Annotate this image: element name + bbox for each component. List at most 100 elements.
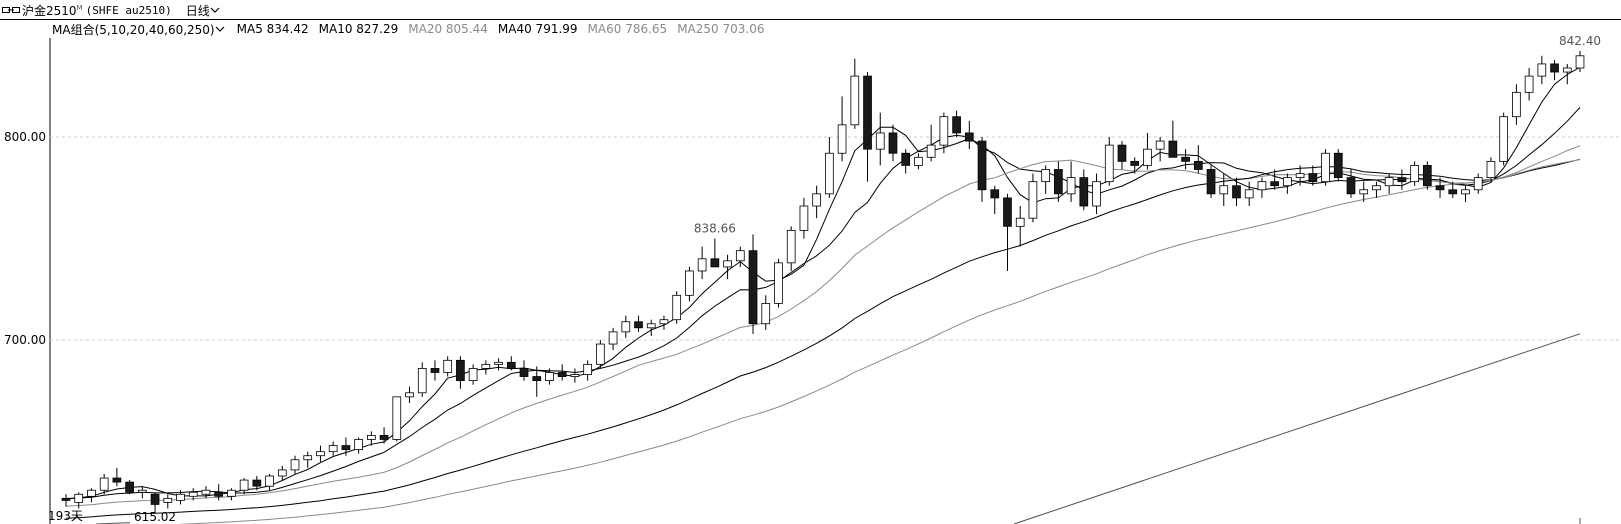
candle[interactable] — [1168, 140, 1178, 158]
candle[interactable] — [1512, 91, 1521, 118]
candle[interactable] — [74, 493, 84, 503]
candle[interactable] — [621, 321, 631, 333]
candle[interactable] — [1232, 185, 1241, 199]
candle[interactable] — [1155, 140, 1165, 150]
candle[interactable] — [456, 359, 465, 381]
candle[interactable] — [379, 435, 389, 440]
period-dropdown[interactable]: 日线 — [186, 2, 220, 19]
candle[interactable] — [545, 372, 554, 382]
candle[interactable] — [825, 152, 834, 195]
candle[interactable] — [1079, 177, 1089, 207]
candle[interactable] — [163, 497, 173, 503]
candle[interactable] — [1308, 173, 1318, 183]
candle[interactable] — [1143, 148, 1152, 166]
candle[interactable] — [112, 477, 122, 483]
candle[interactable] — [608, 331, 618, 345]
candle[interactable] — [774, 262, 783, 304]
candle[interactable] — [214, 491, 224, 497]
candle[interactable] — [812, 193, 821, 207]
symbol-name[interactable]: 沪金2510M — [22, 3, 83, 18]
candle[interactable] — [875, 132, 885, 150]
candle[interactable] — [748, 250, 758, 325]
candle[interactable] — [659, 319, 669, 325]
candle[interactable] — [430, 368, 440, 373]
candle[interactable] — [1066, 177, 1076, 195]
candle[interactable] — [990, 189, 1000, 199]
candle[interactable] — [1473, 177, 1483, 191]
candle[interactable] — [1346, 177, 1356, 195]
candle[interactable] — [901, 152, 911, 166]
candle[interactable] — [646, 323, 656, 329]
candle[interactable] — [1257, 181, 1267, 191]
candle[interactable] — [227, 489, 236, 497]
candle[interactable] — [1359, 189, 1369, 195]
candle[interactable] — [952, 116, 961, 134]
candle[interactable] — [1117, 144, 1127, 162]
candle[interactable] — [1092, 181, 1101, 207]
candle[interactable] — [583, 363, 592, 375]
candle[interactable] — [672, 294, 682, 321]
candle[interactable] — [1104, 144, 1114, 183]
candle[interactable] — [1397, 177, 1407, 183]
candle[interactable] — [1283, 177, 1292, 187]
candle[interactable] — [761, 303, 771, 325]
candle[interactable] — [137, 489, 147, 493]
candle[interactable] — [1448, 189, 1458, 195]
candle[interactable] — [1524, 75, 1534, 93]
candle[interactable] — [316, 451, 325, 457]
candle[interactable] — [328, 445, 338, 453]
candle[interactable] — [1422, 165, 1432, 187]
candle[interactable] — [1499, 116, 1509, 162]
candle[interactable] — [1321, 152, 1330, 183]
chain-link-icon[interactable] — [2, 5, 20, 15]
candle[interactable] — [1206, 169, 1216, 195]
candle[interactable] — [1130, 160, 1140, 166]
candle[interactable] — [799, 205, 809, 231]
candle[interactable] — [1537, 63, 1547, 77]
candle[interactable] — [723, 260, 732, 268]
candle[interactable] — [1181, 156, 1190, 162]
candle[interactable] — [1054, 169, 1063, 195]
candle[interactable] — [125, 481, 134, 493]
candle[interactable] — [685, 270, 694, 296]
candle[interactable] — [277, 469, 287, 477]
candle[interactable] — [888, 132, 898, 154]
candle[interactable] — [1575, 55, 1585, 69]
candle[interactable] — [1333, 152, 1343, 179]
candle[interactable] — [481, 363, 491, 369]
candle[interactable] — [265, 475, 274, 487]
candle[interactable] — [1003, 197, 1012, 227]
candle[interactable] — [850, 75, 860, 126]
candle[interactable] — [735, 250, 745, 262]
candle[interactable] — [1028, 181, 1038, 219]
candle[interactable] — [596, 343, 605, 365]
candle[interactable] — [239, 479, 249, 491]
candle[interactable] — [1015, 217, 1025, 227]
candle[interactable] — [87, 489, 96, 497]
candle[interactable] — [697, 258, 707, 272]
candle[interactable] — [1041, 169, 1050, 183]
candle[interactable] — [1435, 185, 1445, 191]
candle[interactable] — [176, 493, 185, 501]
candle[interactable] — [405, 392, 414, 398]
candle[interactable] — [506, 361, 516, 369]
candle[interactable] — [392, 396, 402, 440]
candle[interactable] — [1486, 160, 1496, 179]
candle[interactable] — [977, 140, 987, 191]
candle[interactable] — [417, 368, 427, 394]
candle[interactable] — [1295, 173, 1305, 178]
candle[interactable] — [188, 491, 198, 497]
candle[interactable] — [290, 459, 300, 471]
candle[interactable] — [939, 116, 949, 146]
candle[interactable] — [570, 374, 580, 377]
candle[interactable] — [837, 124, 847, 154]
candle[interactable] — [1219, 185, 1229, 195]
candle[interactable] — [557, 372, 567, 377]
ma-combo-dropdown[interactable]: MA组合(5,10,20,40,60,250) — [52, 21, 225, 38]
candle[interactable] — [1193, 160, 1203, 170]
candle[interactable] — [99, 477, 109, 491]
candle[interactable] — [786, 229, 796, 264]
candle[interactable] — [532, 376, 542, 382]
candle[interactable] — [634, 321, 643, 329]
